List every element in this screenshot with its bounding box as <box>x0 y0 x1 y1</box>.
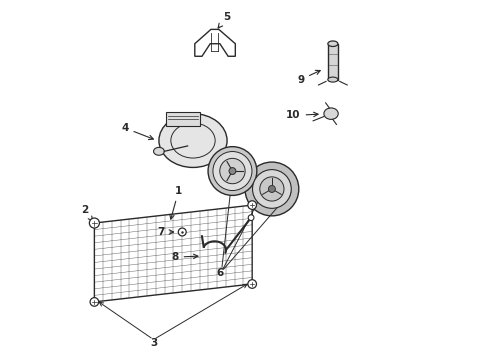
Ellipse shape <box>159 114 227 167</box>
Text: 2: 2 <box>81 206 93 221</box>
Text: 3: 3 <box>150 338 157 348</box>
Circle shape <box>248 215 254 221</box>
Text: 7: 7 <box>157 227 173 237</box>
Polygon shape <box>166 112 200 126</box>
Circle shape <box>269 185 275 193</box>
Ellipse shape <box>328 77 338 82</box>
Circle shape <box>248 280 256 288</box>
Circle shape <box>213 152 252 190</box>
Circle shape <box>248 201 256 210</box>
Circle shape <box>90 298 98 306</box>
Text: 10: 10 <box>286 111 318 121</box>
Text: 5: 5 <box>218 12 231 28</box>
Bar <box>328 44 338 80</box>
Circle shape <box>220 158 245 184</box>
Circle shape <box>252 170 291 208</box>
Text: 1: 1 <box>170 186 182 219</box>
Circle shape <box>208 147 257 195</box>
Text: 6: 6 <box>216 268 223 278</box>
Ellipse shape <box>324 108 338 120</box>
Text: 4: 4 <box>121 123 153 140</box>
Ellipse shape <box>328 41 338 46</box>
Circle shape <box>229 168 236 175</box>
Circle shape <box>178 228 186 236</box>
Circle shape <box>260 177 284 201</box>
Circle shape <box>245 162 299 216</box>
Ellipse shape <box>153 147 164 155</box>
Text: 8: 8 <box>172 252 198 262</box>
Text: 9: 9 <box>297 70 320 85</box>
Circle shape <box>89 218 99 228</box>
